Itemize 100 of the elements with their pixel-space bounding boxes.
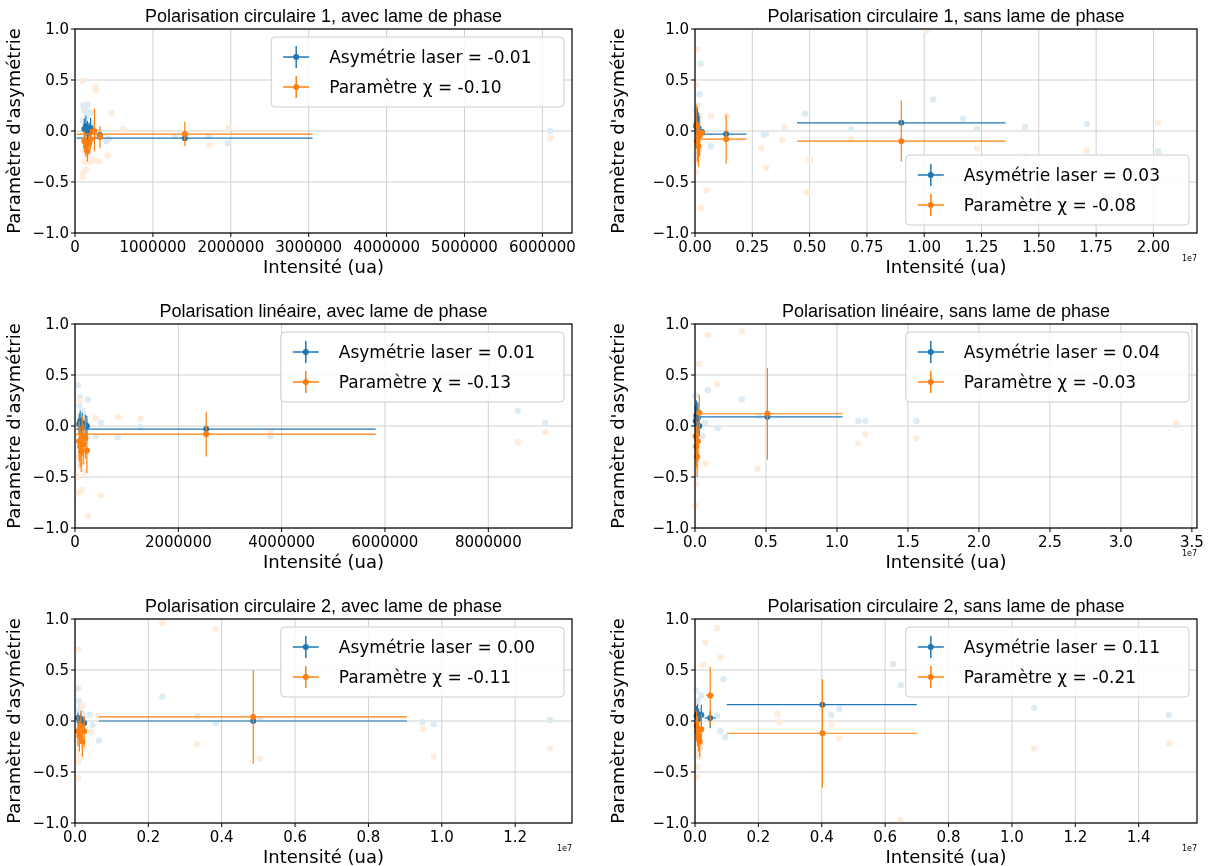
x-tick-label: 3000000: [275, 238, 343, 256]
x-tick-label: 1.25: [964, 238, 999, 256]
x-tick-label: 1.4: [1126, 828, 1151, 846]
x-tick-label: 1.50: [1022, 238, 1056, 256]
y-tick-label: 0.0: [665, 122, 689, 141]
x-axis-title: Intensité (ua): [885, 256, 1007, 277]
y-axis-title: Paramètre d'asymétrie: [607, 323, 628, 529]
y-tick-label: 0.0: [45, 122, 69, 141]
y-tick-label: 0.5: [45, 71, 69, 90]
y-tick-label: 0.0: [665, 417, 689, 436]
legend-label: Asymétrie laser = 0.00: [338, 636, 535, 657]
x-tick-label: 0.0: [683, 828, 707, 846]
x-tick-label: 2.00: [1136, 238, 1171, 256]
legend-label: Asymétrie laser = 0.01: [338, 341, 535, 362]
x-tick-label: 0.25: [735, 238, 770, 256]
x-tick-label: 8000000: [454, 533, 522, 551]
legend-label: Paramètre χ = -0.21: [963, 666, 1137, 687]
y-tick-label: −1.0: [32, 519, 69, 538]
legend-label: Paramètre χ = -0.13: [338, 371, 512, 392]
x-tick-label: 2.5: [1037, 533, 1062, 551]
x-axis-title: Intensité (ua): [263, 256, 384, 277]
x-tick-label: 1.00: [907, 238, 941, 256]
x-tick-label: 3.0: [1108, 533, 1133, 551]
x-tick-label: 2000000: [197, 238, 265, 256]
y-tick-label: −0.5: [652, 468, 689, 487]
chart-title: Polarisation linéaire, sans lame de phase: [781, 301, 1111, 321]
x-tick-label: 0.0: [683, 533, 707, 551]
y-tick-label: 0.5: [45, 661, 69, 680]
x-tick-label: 1.2: [1063, 828, 1088, 846]
x-tick-label: 2000000: [144, 533, 212, 551]
x-tick-label: 1.2: [503, 828, 528, 846]
y-tick-label: −0.5: [32, 468, 69, 487]
y-tick-label: 1.0: [665, 20, 689, 39]
legend-label: Paramètre χ = -0.08: [963, 194, 1137, 215]
x-tick-label: 0.2: [136, 828, 161, 846]
y-tick-label: 0.0: [45, 712, 69, 731]
x-tick-label: 0.4: [209, 828, 234, 846]
x-tick-label: 4000000: [248, 533, 316, 551]
y-tick-label: −0.5: [652, 763, 689, 782]
x-tick-label: 0.75: [850, 238, 884, 256]
x-tick-label: 6000000: [351, 533, 419, 551]
x-tick-label: 1.75: [1079, 238, 1113, 256]
legend-label: Asymétrie laser = 0.11: [963, 636, 1160, 657]
y-tick-label: −0.5: [32, 763, 69, 782]
y-axis-title: Paramètre d'asymétrie: [3, 618, 24, 824]
x-tick-label: 0: [70, 533, 80, 551]
x-tick-label: 0.8: [936, 828, 961, 846]
x-tick-label: 0.6: [283, 828, 307, 846]
legend-label: Paramètre χ = -0.11: [338, 666, 512, 687]
y-tick-label: −0.5: [32, 173, 69, 192]
y-tick-label: 1.0: [45, 315, 69, 334]
y-tick-label: 0.5: [45, 366, 69, 385]
y-tick-label: 0.0: [45, 417, 69, 436]
chart-title: Polarisation circulaire 2, sans lame de phase: [767, 596, 1125, 616]
legend-label: Paramètre χ = -0.03: [963, 371, 1137, 392]
x-tick-label: 0.8: [356, 828, 381, 846]
x-tick-label: 1.0: [429, 828, 454, 846]
x-axis-title: Intensité (ua): [885, 551, 1007, 572]
text: 1e7: [1181, 254, 1197, 263]
x-tick-label: 0.4: [809, 828, 834, 846]
x-tick-label: 0.50: [792, 238, 827, 256]
x-axis-title: Intensité (ua): [885, 846, 1007, 866]
y-tick-label: 1.0: [665, 315, 689, 334]
y-tick-label: −1.0: [32, 224, 69, 243]
y-axis-title: Paramètre d'asymétrie: [3, 28, 24, 234]
legend-label: Asymétrie laser = -0.01: [329, 46, 532, 67]
x-tick-label: 4000000: [353, 238, 421, 256]
text: 1e7: [556, 844, 572, 853]
text: 1e7: [1181, 844, 1197, 853]
x-tick-label: 0: [70, 238, 80, 256]
y-tick-label: 0.5: [665, 661, 689, 680]
y-axis-title: Paramètre d'asymétrie: [3, 323, 24, 529]
x-tick-label: 2.0: [967, 533, 991, 551]
x-tick-label: 0.0: [63, 828, 87, 846]
y-tick-label: 1.0: [45, 610, 69, 629]
x-tick-label: 0.6: [873, 828, 898, 846]
x-tick-label: 1.0: [825, 533, 849, 551]
x-tick-label: 0.2: [746, 828, 771, 846]
x-tick-label: 6000000: [508, 238, 576, 256]
chart-title: Polarisation circulaire 2, avec lame de phase: [144, 596, 503, 616]
x-axis-title: Intensité (ua): [263, 551, 384, 572]
x-axis-title: Intensité (ua): [263, 846, 384, 866]
x-tick-label: 1.0: [999, 828, 1024, 846]
y-axis-title: Paramètre d'asymétrie: [607, 28, 628, 234]
y-tick-label: 1.0: [45, 20, 69, 39]
y-tick-label: 0.5: [665, 71, 689, 90]
y-tick-label: 1.0: [665, 610, 689, 629]
chart-title: Polarisation circulaire 1, avec lame de phase: [144, 6, 503, 26]
x-tick-label: 1.5: [896, 533, 920, 551]
x-tick-label: 5000000: [431, 238, 498, 256]
y-tick-label: 0.5: [665, 366, 689, 385]
legend-label: Asymétrie laser = 0.03: [963, 164, 1160, 185]
x-tick-label: 1000000: [119, 238, 187, 256]
y-tick-label: 0.0: [665, 712, 689, 731]
x-tick-label: 0.5: [754, 533, 778, 551]
legend-label: Paramètre χ = -0.10: [329, 76, 502, 97]
y-axis-title: Paramètre d'asymétrie: [607, 618, 628, 824]
legend-label: Asymétrie laser = 0.04: [963, 341, 1160, 362]
y-tick-label: −0.5: [652, 173, 689, 192]
text: 1e7: [1181, 549, 1197, 558]
